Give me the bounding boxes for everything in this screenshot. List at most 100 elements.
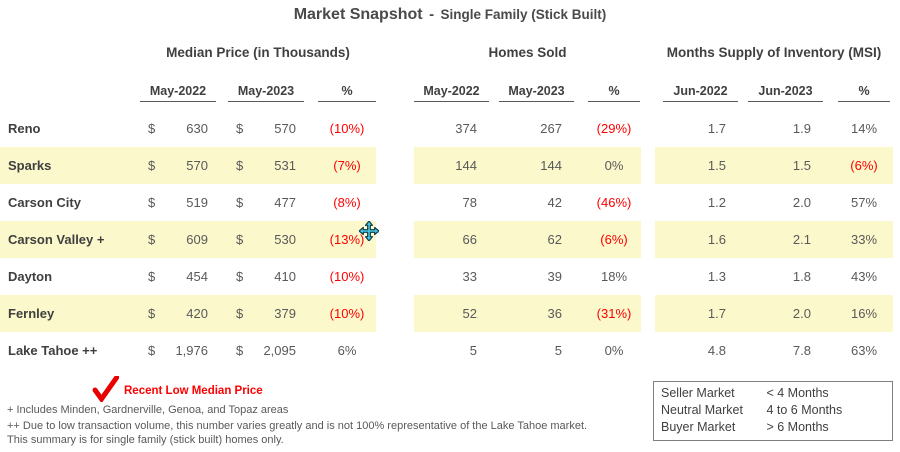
row-label: Fernley: [8, 306, 55, 321]
legend-neutral-name: Neutral Market: [661, 403, 743, 417]
msi-jun2022-value: 1.5: [707, 158, 726, 173]
msi-pct-change: 43%: [850, 269, 878, 284]
currency-symbol: $: [148, 121, 156, 136]
legend-seller-market: Seller Market < 4 Months: [661, 385, 885, 402]
homes-may2022-value: 374: [455, 121, 477, 136]
check-legend-label: Recent Low Median Price: [124, 385, 263, 397]
column-header-row: May-2022 May-2023 % May-2022 May-2023 % …: [0, 80, 893, 102]
msi-jun2022-value: 1.7: [707, 121, 726, 136]
currency-symbol: $: [236, 306, 244, 321]
median-may2022-value: 570: [186, 158, 208, 173]
homes-pct-change: 0%: [604, 343, 624, 358]
median-pct-change: 6%: [337, 343, 357, 358]
footnote-summary: This summary is for single family (stick…: [7, 434, 284, 446]
table-row: Sparks $ 570 $ 531 (7%) 144 144 0% 1.5: [0, 147, 893, 184]
section-title-median-price: Median Price (in Thousands): [166, 45, 350, 60]
homes-may2022-value: 5: [469, 343, 477, 358]
median-may2023-value: 531: [274, 158, 296, 173]
median-may2023-value: 570: [274, 121, 296, 136]
homes-may2023-value: 39: [547, 269, 562, 284]
median-may2022-value: 454: [186, 269, 208, 284]
homes-pct-change: (46%): [596, 195, 632, 210]
msi-jun2023-value: 1.5: [792, 158, 811, 173]
median-may2022-cell: $ 519: [140, 195, 216, 210]
homes-may2023-value: 5: [554, 343, 562, 358]
homes-may2022-value: 52: [462, 306, 477, 321]
currency-symbol: $: [148, 269, 156, 284]
median-may2023-value: 2,095: [263, 343, 296, 358]
currency-symbol: $: [236, 343, 244, 358]
homes-may2023-value: 36: [547, 306, 562, 321]
row-label: Carson Valley +: [8, 232, 105, 247]
move-cursor-icon: [358, 220, 380, 246]
median-may2023-cell: $ 410: [228, 269, 304, 284]
msi-pct-change: (6%): [850, 158, 878, 173]
median-may2023-cell: $ 477: [228, 195, 304, 210]
section-title-homes-sold: Homes Sold: [488, 45, 567, 60]
msi-jun2022-value: 1.3: [707, 269, 726, 284]
median-may2022-value: 1,976: [175, 343, 208, 358]
median-pct-change: (10%): [329, 306, 365, 321]
median-may2022-cell: $ 570: [140, 158, 216, 173]
footnote-carson-valley: + Includes Minden, Gardnerville, Genoa, …: [7, 404, 289, 416]
table-body: Reno $ 630 $ 570 (10%) 374 267 (29%) 1.7: [0, 110, 893, 369]
median-may2023-value: 410: [274, 269, 296, 284]
median-may2023-value: 379: [274, 306, 296, 321]
median-may2023-value: 477: [274, 195, 296, 210]
row-label: Dayton: [8, 269, 53, 284]
page-title-separator: -: [429, 6, 435, 23]
median-may2023-cell: $ 570: [228, 121, 304, 136]
legend-seller-value: < 4 Months: [766, 386, 829, 400]
column-header-homes-may2022: May-2022: [414, 84, 489, 102]
checkmark-icon: [91, 374, 120, 407]
column-header-homes-may2023: May-2023: [499, 84, 574, 102]
legend-buyer-market: Buyer Market > 6 Months: [661, 419, 885, 436]
homes-pct-change: (6%): [600, 232, 628, 247]
median-pct-change: (13%): [329, 232, 365, 247]
column-header-msi-pct: %: [838, 84, 890, 102]
currency-symbol: $: [148, 306, 156, 321]
msi-jun2022-value: 1.7: [707, 306, 726, 321]
legend-neutral-value: 4 to 6 Months: [766, 403, 843, 417]
page-title-main: Market Snapshot: [293, 6, 423, 23]
currency-symbol: $: [236, 121, 244, 136]
currency-symbol: $: [148, 343, 156, 358]
homes-may2023-value: 62: [547, 232, 562, 247]
column-header-median-may2023: May-2023: [228, 84, 304, 102]
footnote-lake-tahoe: ++ Due to low transaction volume, this n…: [7, 420, 588, 432]
page-title: Market Snapshot - Single Family (Stick B…: [0, 6, 900, 24]
msi-pct-change: 57%: [850, 195, 878, 210]
msi-pct-change: 63%: [850, 343, 878, 358]
legend-seller-name: Seller Market: [661, 386, 735, 400]
msi-jun2022-value: 1.2: [707, 195, 726, 210]
median-may2023-cell: $ 379: [228, 306, 304, 321]
currency-symbol: $: [236, 232, 244, 247]
median-may2022-value: 420: [186, 306, 208, 321]
currency-symbol: $: [148, 232, 156, 247]
table-row: Dayton $ 454 $ 410 (10%) 33 39 18% 1.3: [0, 258, 893, 295]
median-may2023-value: 530: [274, 232, 296, 247]
homes-pct-change: (29%): [596, 121, 632, 136]
legend-neutral-market: Neutral Market 4 to 6 Months: [661, 402, 885, 419]
currency-symbol: $: [236, 269, 244, 284]
median-may2022-cell: $ 1,976: [140, 343, 216, 358]
homes-may2023-value: 144: [540, 158, 562, 173]
currency-symbol: $: [148, 158, 156, 173]
table-row: Reno $ 630 $ 570 (10%) 374 267 (29%) 1.7: [0, 110, 893, 147]
msi-pct-change: 16%: [850, 306, 878, 321]
homes-may2022-value: 33: [462, 269, 477, 284]
median-pct-change: (7%): [333, 158, 361, 173]
homes-pct-change: (31%): [596, 306, 632, 321]
currency-symbol: $: [236, 195, 244, 210]
msi-jun2023-value: 2.1: [792, 232, 811, 247]
msi-jun2023-value: 7.8: [792, 343, 811, 358]
table-row: Carson Valley + $ 609 $ 530 (13%) 66 62 …: [0, 221, 893, 258]
currency-symbol: $: [148, 195, 156, 210]
median-may2023-cell: $ 530: [228, 232, 304, 247]
column-header-median-may2022: May-2022: [140, 84, 216, 102]
row-label: Lake Tahoe ++: [8, 343, 98, 358]
section-title-msi: Months Supply of Inventory (MSI): [666, 45, 882, 60]
homes-may2022-value: 78: [462, 195, 477, 210]
column-header-homes-pct: %: [588, 84, 640, 102]
column-header-msi-jun2022: Jun-2022: [663, 84, 738, 102]
